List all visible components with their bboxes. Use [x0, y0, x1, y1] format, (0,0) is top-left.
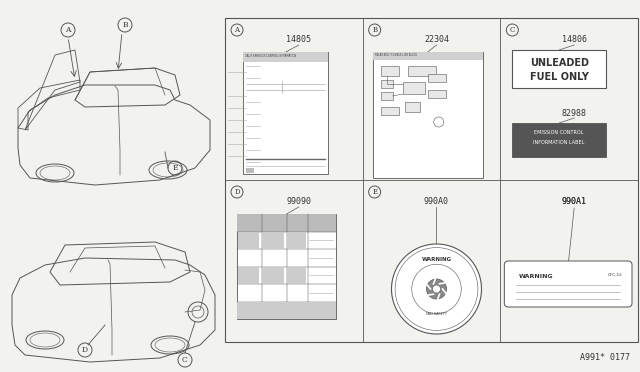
- Text: C: C: [509, 26, 515, 34]
- Text: 990A1: 990A1: [562, 198, 587, 206]
- Bar: [246, 167, 254, 173]
- Bar: [237, 214, 336, 231]
- Bar: [243, 52, 328, 62]
- Bar: [428, 74, 445, 82]
- Bar: [243, 52, 328, 173]
- Text: A991* 0177: A991* 0177: [580, 353, 630, 362]
- Text: RELAY BOX / FUSIBLE LINK BLOCK: RELAY BOX / FUSIBLE LINK BLOCK: [374, 53, 417, 57]
- Text: CALIF. EMISSION CONTROL INFORMATION: CALIF. EMISSION CONTROL INFORMATION: [245, 54, 296, 58]
- Bar: [225, 18, 638, 342]
- Bar: [372, 52, 483, 178]
- Text: E: E: [372, 188, 377, 196]
- Bar: [381, 92, 393, 100]
- Bar: [372, 52, 483, 60]
- Text: C: C: [182, 356, 188, 364]
- Text: 14806: 14806: [562, 35, 587, 45]
- Bar: [237, 302, 336, 319]
- Text: A: A: [234, 26, 239, 34]
- Text: D: D: [234, 188, 240, 196]
- Text: FAN SAFETY: FAN SAFETY: [426, 312, 447, 316]
- Bar: [428, 90, 445, 98]
- Text: WARNING: WARNING: [518, 275, 553, 279]
- Bar: [237, 267, 259, 284]
- Text: 99090: 99090: [286, 198, 311, 206]
- Bar: [287, 267, 306, 284]
- Text: B: B: [372, 26, 377, 34]
- Text: 14805: 14805: [286, 35, 311, 45]
- Text: FUEL ONLY: FUEL ONLY: [530, 72, 589, 82]
- Text: E: E: [172, 164, 178, 172]
- Bar: [408, 66, 436, 76]
- Text: EMISSION CONTROL: EMISSION CONTROL: [534, 129, 584, 135]
- Bar: [262, 267, 284, 284]
- Text: 22304: 22304: [424, 35, 449, 45]
- Bar: [381, 66, 399, 76]
- Text: WARNING: WARNING: [421, 257, 452, 262]
- Text: INFORMATION LABEL: INFORMATION LABEL: [534, 141, 585, 145]
- FancyBboxPatch shape: [504, 261, 632, 307]
- Bar: [513, 123, 606, 157]
- Text: 990A0: 990A0: [424, 198, 449, 206]
- Bar: [403, 82, 425, 94]
- Bar: [513, 50, 606, 88]
- Bar: [381, 80, 393, 88]
- Bar: [262, 232, 284, 248]
- Bar: [287, 232, 306, 248]
- Text: UNLEADED: UNLEADED: [530, 58, 589, 68]
- Text: CFC-12: CFC-12: [608, 273, 623, 277]
- Text: 990A1: 990A1: [562, 198, 587, 206]
- Text: A: A: [65, 26, 71, 34]
- Bar: [237, 214, 336, 319]
- Text: D: D: [82, 346, 88, 354]
- Text: B: B: [122, 21, 128, 29]
- Bar: [381, 107, 399, 115]
- Circle shape: [426, 279, 447, 299]
- Text: 82988: 82988: [562, 109, 587, 118]
- Bar: [237, 232, 259, 248]
- Circle shape: [392, 244, 481, 334]
- Bar: [404, 102, 420, 112]
- Circle shape: [433, 285, 440, 293]
